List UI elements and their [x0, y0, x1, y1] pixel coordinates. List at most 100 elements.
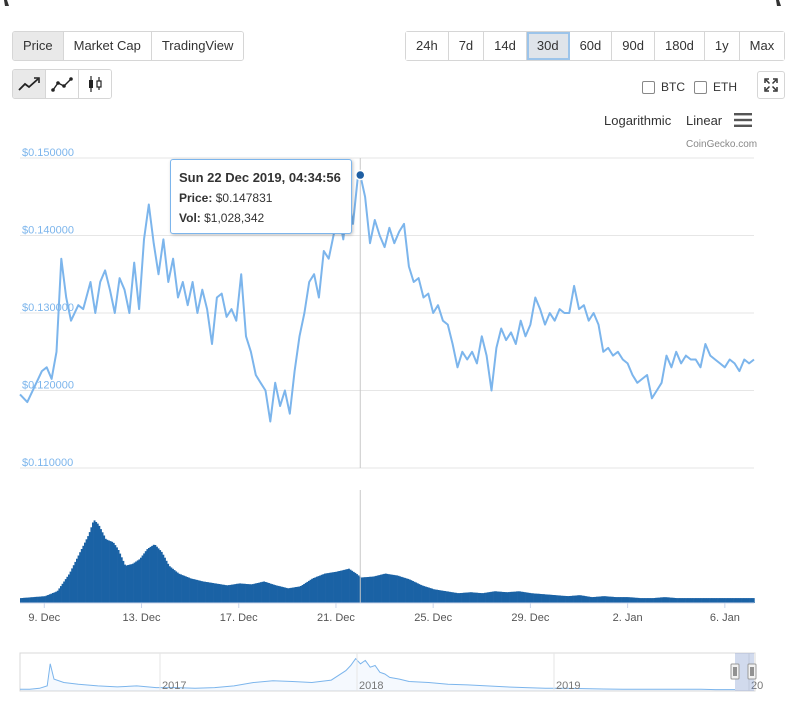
tab-tradingview[interactable]: TradingView: [151, 32, 244, 60]
fullscreen-button[interactable]: [757, 71, 785, 99]
volume-bar: [48, 594, 51, 603]
range-24h-button[interactable]: 24h: [406, 32, 449, 60]
volume-bar: [146, 549, 149, 603]
volume-bar: [26, 597, 29, 603]
volume-bar: [309, 579, 312, 603]
volume-bar: [535, 593, 538, 603]
volume-bar: [317, 576, 320, 603]
range-1y-button[interactable]: 1y: [704, 32, 740, 60]
chart-type-selector: [12, 69, 112, 99]
volume-bar: [448, 591, 451, 603]
volume-bar: [560, 595, 563, 603]
navigator-handle[interactable]: [747, 663, 757, 680]
volume-bar: [413, 581, 416, 603]
volume-bar: [748, 598, 750, 603]
volume-bar: [252, 584, 254, 603]
range-max-button[interactable]: Max: [739, 32, 785, 60]
volume-bar: [180, 574, 182, 603]
volume-bar: [296, 586, 299, 603]
volume-bar: [36, 596, 38, 603]
volume-bar: [327, 573, 330, 603]
navigator-tick-label: 2017: [162, 680, 186, 692]
volume-bar: [656, 597, 659, 603]
volume-bar: [740, 598, 742, 603]
volume-bar: [674, 598, 677, 603]
tab-price[interactable]: Price: [13, 32, 64, 60]
volume-bar: [576, 595, 579, 603]
volume-bar: [335, 571, 338, 603]
volume-bar: [549, 594, 552, 603]
eth-checkbox[interactable]: [694, 80, 707, 94]
volume-bar: [64, 579, 67, 603]
hover-point: [355, 169, 366, 181]
chart-menu-icon[interactable]: [734, 113, 752, 127]
volume-bar: [266, 582, 269, 603]
volume-bar: [172, 568, 174, 603]
volume-bar: [272, 584, 275, 603]
volume-bar: [125, 565, 128, 603]
volume-bar: [444, 591, 446, 603]
volume-bar: [242, 583, 245, 603]
navigator-line: [20, 657, 735, 691]
volume-bar: [192, 579, 195, 603]
volume-bar: [293, 587, 296, 603]
volume-bar: [154, 545, 157, 603]
range-60d-button[interactable]: 60d: [569, 32, 613, 60]
volume-bar: [226, 585, 229, 603]
volume-bar: [432, 589, 435, 603]
volume-bar: [540, 594, 542, 603]
volume-bar: [80, 549, 83, 603]
linear-scale-button[interactable]: Linear: [686, 113, 723, 128]
volume-bar: [357, 575, 360, 603]
volume-bar: [103, 535, 106, 603]
volume-bar: [218, 584, 221, 603]
range-90d-button[interactable]: 90d: [612, 32, 655, 60]
logarithmic-scale-button[interactable]: Logarithmic: [604, 113, 672, 128]
y-tick-label: $0.150000: [22, 147, 74, 159]
volume-bar: [173, 570, 176, 603]
volume-bar: [660, 597, 662, 603]
btc-checkbox[interactable]: [642, 80, 655, 94]
volume-bar: [388, 574, 390, 603]
range-180d-button[interactable]: 180d: [654, 32, 705, 60]
compare-btc[interactable]: BTC: [642, 80, 685, 94]
tab-market-cap[interactable]: Market Cap: [63, 32, 152, 60]
volume-bar: [439, 590, 442, 603]
candlestick-chart-button[interactable]: [79, 70, 111, 98]
volume-bar: [244, 583, 246, 603]
volume-bar: [724, 598, 726, 603]
range-7d-button[interactable]: 7d: [448, 32, 485, 60]
volume-bar: [84, 542, 86, 603]
volume-bar: [274, 585, 277, 603]
volume-bar: [661, 597, 664, 603]
volume-bar: [669, 597, 672, 603]
range-30d-button[interactable]: 30d: [526, 32, 570, 60]
volume-bar: [562, 595, 565, 603]
volume-bar: [344, 569, 347, 603]
volume-bar: [236, 583, 238, 603]
navigator-handle[interactable]: [730, 663, 740, 680]
volume-bar: [90, 527, 93, 603]
volume-bar: [704, 598, 707, 603]
volume-bar: [386, 573, 389, 603]
volume-bar: [504, 592, 507, 603]
volume-bar: [256, 583, 259, 603]
volume-bar: [516, 591, 518, 603]
volume-bar: [712, 598, 715, 603]
volume-bar: [682, 598, 685, 603]
compare-eth[interactable]: ETH: [694, 80, 737, 94]
volume-bar: [122, 560, 125, 603]
volume-bar: [303, 584, 306, 603]
volume-bar: [124, 564, 126, 603]
volume-bar: [482, 593, 485, 603]
range-14d-button[interactable]: 14d: [484, 32, 527, 60]
y-tick-label: $0.130000: [22, 302, 74, 314]
volume-bar: [394, 575, 397, 603]
volume-bar: [98, 525, 101, 603]
line-chart-button[interactable]: [13, 70, 46, 98]
line-markers-chart-button[interactable]: [46, 70, 79, 98]
volume-bar: [565, 596, 568, 603]
volume-bar: [370, 576, 373, 603]
volume-bar: [693, 598, 696, 603]
